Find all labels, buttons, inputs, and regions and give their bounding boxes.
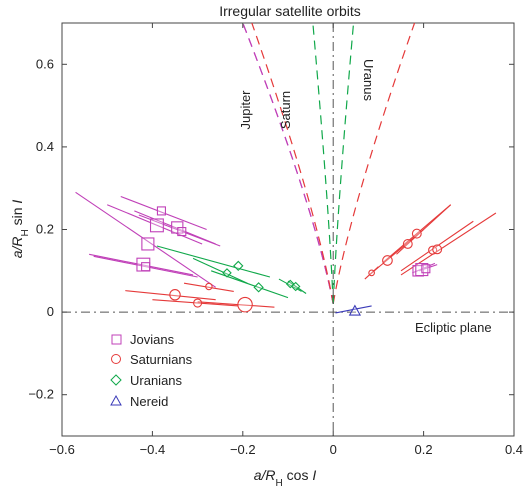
y-axis-title: a/RH sin I [9,200,31,259]
jovians-orbit-range [93,255,198,278]
x-tick-label: 0 [330,442,337,457]
curve-label-jupiter: Jupiter [238,90,253,130]
saturnians-orbit-range [400,220,474,272]
saturnians-orbit-range [152,299,239,307]
ecliptic-plane-label: Ecliptic plane [415,320,492,335]
saturnians-orbit-range [396,204,452,255]
x-tick-label: −0.2 [230,442,256,457]
jovians-orbit-range [106,204,203,245]
uranians-orbit-range [156,245,271,278]
saturnians-satellite-marker [368,269,375,277]
jovians-satellite-marker [421,264,431,274]
y-tick-label: −0.2 [28,387,54,402]
jovians-satellite-marker [177,227,187,237]
legend-label-jovians: Jovians [130,332,175,347]
legend-label-saturnians: Saturnians [130,352,193,367]
x-tick-label: 0.4 [505,442,523,457]
stability-curves [242,22,416,304]
legend-label-nereid: Nereid [130,394,168,409]
x-axis-title: a/RH cos I [254,467,317,489]
legend-jovians-marker [111,334,122,345]
satellite-markers [136,206,443,316]
uranians-orbit-range [287,280,307,294]
x-tick-label: −0.4 [140,442,166,457]
stability-limit-jupiter-left [242,22,334,304]
jovians-orbit-range [134,210,216,245]
legend-saturnians-marker [111,354,121,364]
jovians-satellite-marker [149,218,164,233]
nereid-satellite-marker [348,304,362,316]
saturnians-orbit-range [197,301,275,308]
saturnians-satellite-marker [432,244,443,255]
uranians-orbit-range [210,270,289,299]
legend: Jovians Saturnians Uranians Nereid [110,332,193,409]
saturnians-satellite-marker [411,228,422,239]
jovians-orbit-range [75,191,216,288]
saturnians-orbit-range [400,212,497,276]
stability-limit-jupiter-right [242,22,334,304]
curve-label-saturn: Saturn [278,91,293,129]
jovians-orbit-range [120,195,207,231]
nereid-orbit-range [335,305,372,314]
uranians-orbit-range [278,278,302,292]
jovians-satellite-marker [141,237,155,251]
legend-uranians-marker [110,374,122,386]
saturnians-orbit-range [183,282,234,292]
uranians-satellite-marker [222,268,232,278]
y-tick-label: 0 [47,304,54,319]
saturnians-satellite-marker [169,289,181,301]
y-tick-label: 0.2 [36,222,54,237]
axis-ticks: −0.6 −0.4 −0.2 0 0.2 0.4 −0.2 0 0.2 0.4 0.6 [28,23,523,457]
reference-lines [62,23,514,436]
saturnians-satellite-marker [193,298,203,308]
curve-label-uranus: Uranus [361,59,376,101]
uranians-satellite-marker [290,281,301,292]
jovians-orbit-range [415,262,436,273]
uranians-satellite-marker [253,282,264,293]
saturnians-satellite-marker [237,296,253,313]
legend-label-uranians: Uranians [130,373,183,388]
x-tick-label: 0.2 [415,442,433,457]
stability-limit-saturn-left [251,22,334,304]
stability-limit-uranus-right [332,22,355,304]
y-tick-label: 0.6 [36,56,54,71]
saturnians-orbit-range [125,290,216,301]
legend-nereid-marker [110,394,122,406]
saturnians-satellite-marker [205,282,213,291]
jovians-satellite-marker [156,206,166,216]
jovians-satellite-marker [141,262,151,272]
stability-limit-saturn-right [332,22,416,304]
uranians-orbit-range [192,257,248,284]
uranians-satellite-marker [233,260,244,272]
chart-title: Irregular satellite orbits [219,3,361,19]
y-tick-label: 0.4 [36,139,54,154]
stability-limit-uranus-left [312,22,334,304]
saturnians-satellite-marker [382,255,393,266]
x-tick-label: −0.6 [49,442,75,457]
jovians-orbit-range [138,214,221,247]
saturnians-satellite-marker [402,239,413,249]
